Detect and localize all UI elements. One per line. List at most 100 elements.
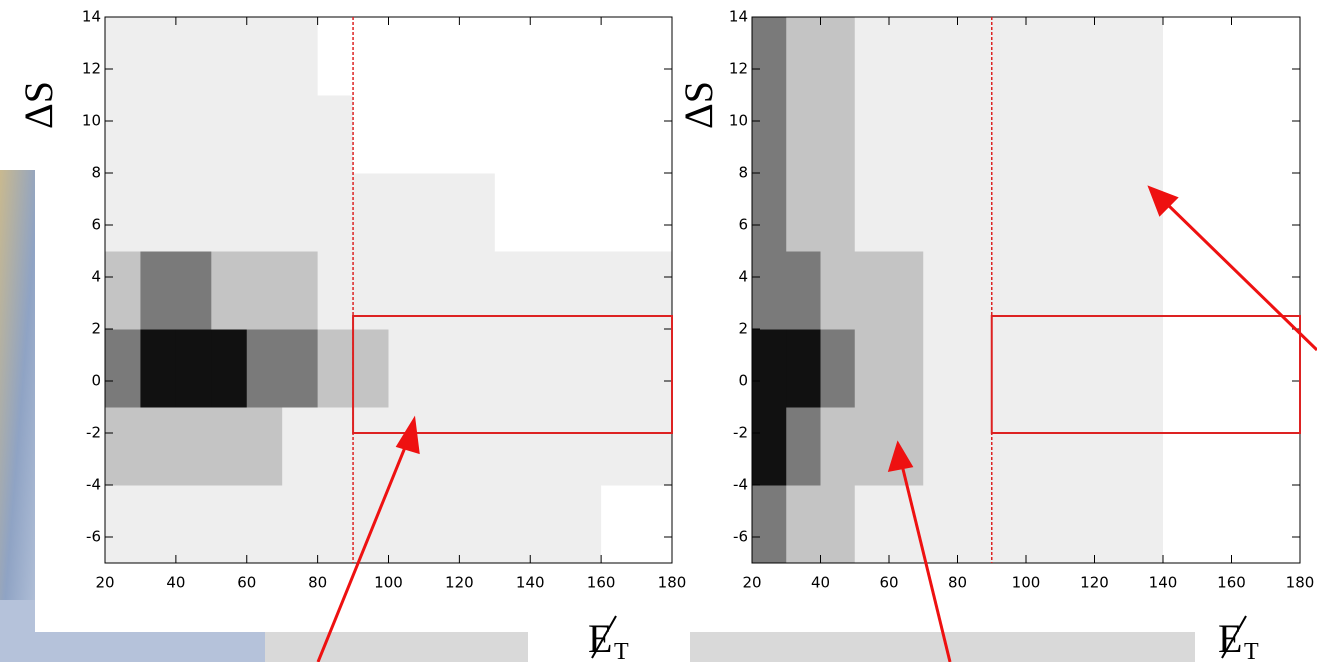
cell bbox=[105, 95, 141, 174]
plots: 20 40 60 80 100 120 140 160 180-6-4-202468101214… bbox=[16, 8, 1314, 662]
cell bbox=[565, 329, 602, 408]
cell bbox=[752, 173, 787, 252]
cell bbox=[388, 329, 425, 408]
cell bbox=[140, 251, 177, 330]
x-axis-label-slash bbox=[591, 615, 617, 659]
x-tick-label: 140 bbox=[516, 574, 545, 592]
cell bbox=[1094, 329, 1130, 408]
cell bbox=[854, 329, 890, 408]
cell bbox=[423, 17, 460, 96]
cell bbox=[1026, 17, 1061, 96]
cell bbox=[494, 173, 531, 252]
cell bbox=[1231, 329, 1267, 408]
cell bbox=[494, 485, 531, 564]
x-tick-label: 140 bbox=[1149, 574, 1178, 592]
cell bbox=[752, 407, 787, 486]
cell bbox=[923, 407, 958, 486]
cell bbox=[565, 251, 602, 330]
cell bbox=[991, 251, 1027, 330]
cell bbox=[601, 329, 638, 408]
cell bbox=[1231, 95, 1267, 174]
cell bbox=[1197, 17, 1232, 96]
x-tick-label: 40 bbox=[811, 574, 830, 592]
cell bbox=[282, 17, 319, 96]
cell bbox=[854, 407, 890, 486]
cell bbox=[1060, 329, 1095, 408]
cell bbox=[1128, 17, 1164, 96]
cell bbox=[317, 329, 354, 408]
cell bbox=[820, 17, 856, 96]
cell bbox=[1094, 251, 1130, 330]
y-tick-label: 6 bbox=[738, 216, 748, 234]
cell bbox=[601, 485, 638, 564]
cell bbox=[423, 95, 460, 174]
cell bbox=[140, 173, 177, 252]
cell bbox=[636, 173, 673, 252]
cell bbox=[105, 407, 141, 486]
cell bbox=[530, 329, 567, 408]
cell bbox=[423, 251, 460, 330]
cell bbox=[317, 95, 354, 174]
cell bbox=[636, 329, 673, 408]
cell bbox=[353, 17, 389, 96]
cell bbox=[1094, 95, 1130, 174]
cell bbox=[282, 407, 319, 486]
y-tick-label: 4 bbox=[738, 268, 748, 286]
cell bbox=[530, 407, 567, 486]
cell bbox=[991, 329, 1027, 408]
cell bbox=[1128, 173, 1164, 252]
cell bbox=[317, 173, 354, 252]
cell bbox=[246, 95, 283, 174]
arrowhead bbox=[887, 440, 914, 472]
cell bbox=[636, 485, 673, 564]
cell bbox=[1060, 17, 1095, 96]
cell bbox=[388, 17, 425, 96]
cell bbox=[923, 173, 958, 252]
cell bbox=[1128, 95, 1164, 174]
cell bbox=[1094, 173, 1130, 252]
cell bbox=[752, 95, 787, 174]
cell bbox=[820, 95, 856, 174]
signal-box bbox=[352, 315, 673, 434]
y-tick-label: 8 bbox=[91, 164, 101, 182]
cell bbox=[636, 17, 673, 96]
x-tick-label: 100 bbox=[1012, 574, 1041, 592]
x-tick-label: 60 bbox=[879, 574, 898, 592]
y-tick-label: -6 bbox=[86, 528, 101, 546]
cell bbox=[752, 329, 787, 408]
cell bbox=[1265, 173, 1301, 252]
signal-box bbox=[990, 315, 1301, 434]
cell bbox=[1231, 407, 1267, 486]
cell bbox=[786, 251, 821, 330]
x-axis-label-slash bbox=[1221, 615, 1247, 659]
cell bbox=[636, 407, 673, 486]
arrowhead bbox=[1147, 185, 1179, 217]
cell bbox=[1231, 485, 1267, 564]
cell bbox=[991, 407, 1027, 486]
cell bbox=[459, 17, 496, 96]
cell bbox=[1163, 329, 1198, 408]
y-tick-label: 10 bbox=[82, 112, 101, 130]
cell bbox=[317, 251, 354, 330]
cell bbox=[1163, 251, 1198, 330]
x-axis-label: E bbox=[1218, 616, 1242, 661]
cell bbox=[459, 485, 496, 564]
cell bbox=[530, 17, 567, 96]
cell bbox=[353, 407, 389, 486]
cell bbox=[786, 485, 821, 564]
cell bbox=[105, 485, 141, 564]
cell bbox=[1265, 95, 1301, 174]
cell bbox=[1128, 251, 1164, 330]
cell bbox=[636, 95, 673, 174]
cell bbox=[105, 173, 141, 252]
cell bbox=[140, 95, 177, 174]
cell bbox=[211, 251, 248, 330]
cell bbox=[565, 485, 602, 564]
cell bbox=[820, 329, 856, 408]
cell bbox=[353, 95, 389, 174]
y-tick-label: 6 bbox=[91, 216, 101, 234]
arrows bbox=[316, 185, 1317, 662]
x-tick-label: 80 bbox=[308, 574, 327, 592]
footer-bar bbox=[265, 632, 528, 662]
